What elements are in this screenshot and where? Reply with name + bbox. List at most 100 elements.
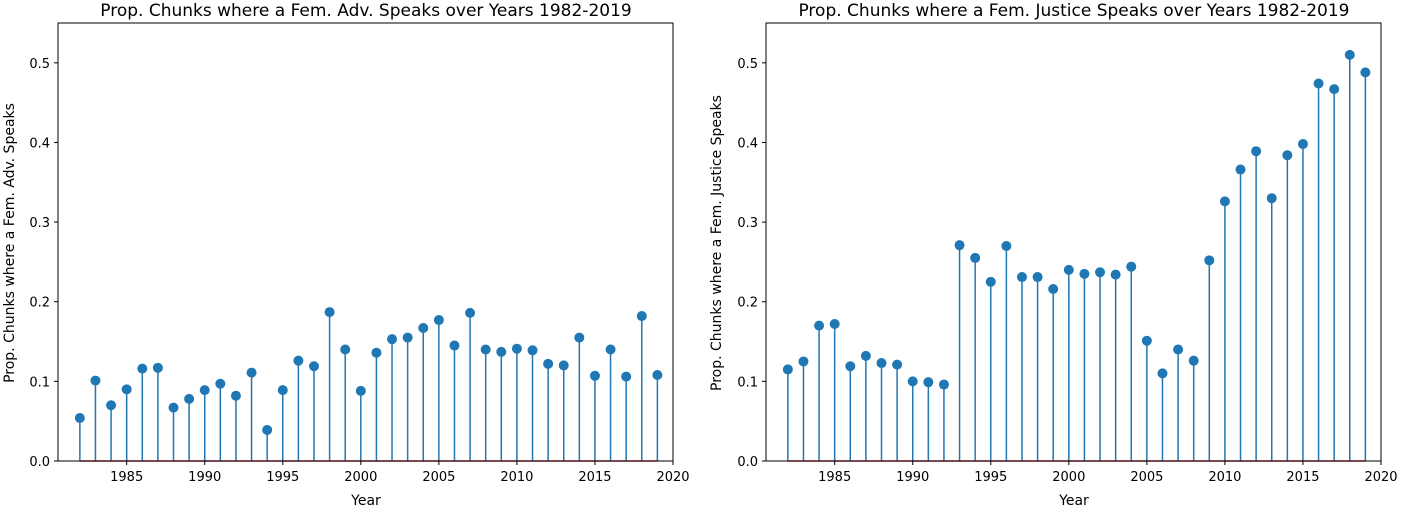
right-chart-data-point [845, 361, 856, 372]
right-chart-y-tick-label: 0.1 [737, 375, 758, 390]
left-chart-panel: Prop. Chunks where a Fem. Adv. Speaks ov… [2, 1, 690, 507]
right-chart-data-point [938, 379, 949, 390]
left-chart-x-tick-label: 2010 [500, 470, 533, 485]
right-chart-data-point [1048, 283, 1059, 294]
right-chart-data-point [954, 240, 965, 251]
right-chart-data-point [1157, 368, 1168, 379]
right-chart-y-tick-label: 0.4 [737, 136, 758, 151]
right-chart-data-point [1219, 196, 1230, 207]
right-chart-y-tick-label: 0.5 [737, 57, 758, 72]
right-chart-data-point [1188, 355, 1199, 366]
left-chart-y-tick-label: 0.1 [29, 375, 50, 390]
right-chart-data-point [782, 364, 793, 375]
right-chart-data-point [1173, 344, 1184, 355]
right-chart-x-tick-label: 2005 [1130, 470, 1163, 485]
left-chart-data-point [121, 384, 132, 395]
left-chart-data-point [402, 332, 413, 343]
left-chart-data-point [184, 393, 195, 404]
left-chart-data-point [355, 385, 366, 396]
right-chart-data-point [1282, 150, 1293, 161]
left-chart-data-point [262, 424, 273, 435]
left-chart-data-point [168, 402, 179, 413]
left-chart-data-point [230, 390, 241, 401]
left-chart-title: Prop. Chunks where a Fem. Adv. Speaks ov… [100, 1, 631, 21]
right-chart-data-point [1001, 240, 1012, 251]
right-chart-data-point [1063, 264, 1074, 275]
left-chart-data-point [277, 385, 288, 396]
right-chart-data-point [814, 320, 825, 331]
right-chart-data-point [1110, 269, 1121, 280]
right-chart-data-point [1235, 164, 1246, 175]
left-chart-y-tick-label: 0.5 [29, 57, 50, 72]
right-chart-x-tick-label: 1985 [818, 470, 851, 485]
right-chart-x-axis-label: Year [1058, 493, 1089, 507]
left-chart-data-point [496, 346, 507, 357]
right-chart-data-point [829, 319, 840, 330]
left-chart-data-point [511, 343, 522, 354]
left-chart-x-axis-label: Year [350, 493, 381, 507]
right-chart-x-tick-label: 2020 [1364, 470, 1397, 485]
left-chart-data-point [652, 369, 663, 380]
left-chart-data-point [636, 311, 647, 322]
right-chart-x-tick-label: 1990 [896, 470, 929, 485]
left-chart-data-point [621, 371, 632, 382]
left-chart-y-tick-label: 0.4 [29, 136, 50, 151]
left-chart-data-point [543, 358, 554, 369]
right-chart-plot-frame [765, 22, 1382, 462]
left-chart-y-tick-label: 0.3 [29, 216, 50, 231]
left-chart-data-point [74, 412, 85, 423]
right-chart-data-point [892, 359, 903, 370]
left-chart-data-point [558, 360, 569, 371]
right-chart-data-point [923, 377, 934, 388]
left-chart-data-point [589, 370, 600, 381]
left-chart-x-tick-label: 2000 [344, 470, 377, 485]
left-chart-y-tick-label: 0.0 [29, 455, 50, 470]
right-chart-data-point [1344, 49, 1355, 60]
left-chart-data-point [371, 347, 382, 358]
right-chart-data-point [1251, 146, 1262, 157]
right-chart-data-point [907, 376, 918, 387]
right-chart-data-point [970, 252, 981, 263]
right-chart-data-point [1095, 267, 1106, 278]
left-chart-x-tick-label: 2015 [578, 470, 611, 485]
left-chart-data-point [324, 307, 335, 318]
right-chart-y-tick-label: 0.0 [737, 455, 758, 470]
left-chart-data-point [246, 367, 257, 378]
left-chart-data-point [215, 378, 226, 389]
right-chart-data-point [1079, 268, 1090, 279]
right-chart-x-tick-label: 2015 [1286, 470, 1319, 485]
right-chart-x-tick-label: 2010 [1208, 470, 1241, 485]
right-chart-data-point [1016, 272, 1027, 283]
right-chart-data-point [985, 276, 996, 287]
right-chart-data-point [1360, 67, 1371, 78]
left-chart-data-point [308, 361, 319, 372]
right-chart-panel: Prop. Chunks where a Fem. Justice Speaks… [709, 1, 1398, 507]
right-chart-data-point [1141, 335, 1152, 346]
left-chart-data-point [449, 340, 460, 351]
left-chart-data-point [340, 344, 351, 355]
left-chart-y-axis-label: Prop. Chunks where a Fem. Adv. Speaks [2, 103, 18, 383]
right-chart-data-point [1032, 272, 1043, 283]
right-chart-data-point [1126, 261, 1137, 272]
right-chart-y-tick-label: 0.2 [737, 296, 758, 311]
left-chart-y-tick-label: 0.2 [29, 296, 50, 311]
right-chart-data-point [1329, 84, 1340, 95]
right-chart-data-point [1297, 139, 1308, 150]
left-chart-data-point [418, 323, 429, 334]
left-chart-data-point [527, 345, 538, 356]
left-chart-data-point [152, 362, 163, 373]
left-chart-data-point [137, 363, 148, 374]
right-chart-data-point [1266, 193, 1277, 204]
left-chart-x-tick-label: 1995 [266, 470, 299, 485]
left-chart-x-tick-label: 1985 [110, 470, 143, 485]
left-chart-x-tick-label: 2005 [422, 470, 455, 485]
right-chart-data-point [860, 350, 871, 361]
left-chart-data-point [433, 315, 444, 326]
right-chart-data-point [876, 358, 887, 369]
left-chart-data-point [106, 400, 117, 411]
left-chart-plot-frame [57, 22, 674, 462]
left-chart-x-tick-label: 1990 [188, 470, 221, 485]
left-chart-data-point [199, 385, 210, 396]
right-chart-x-tick-label: 1995 [974, 470, 1007, 485]
